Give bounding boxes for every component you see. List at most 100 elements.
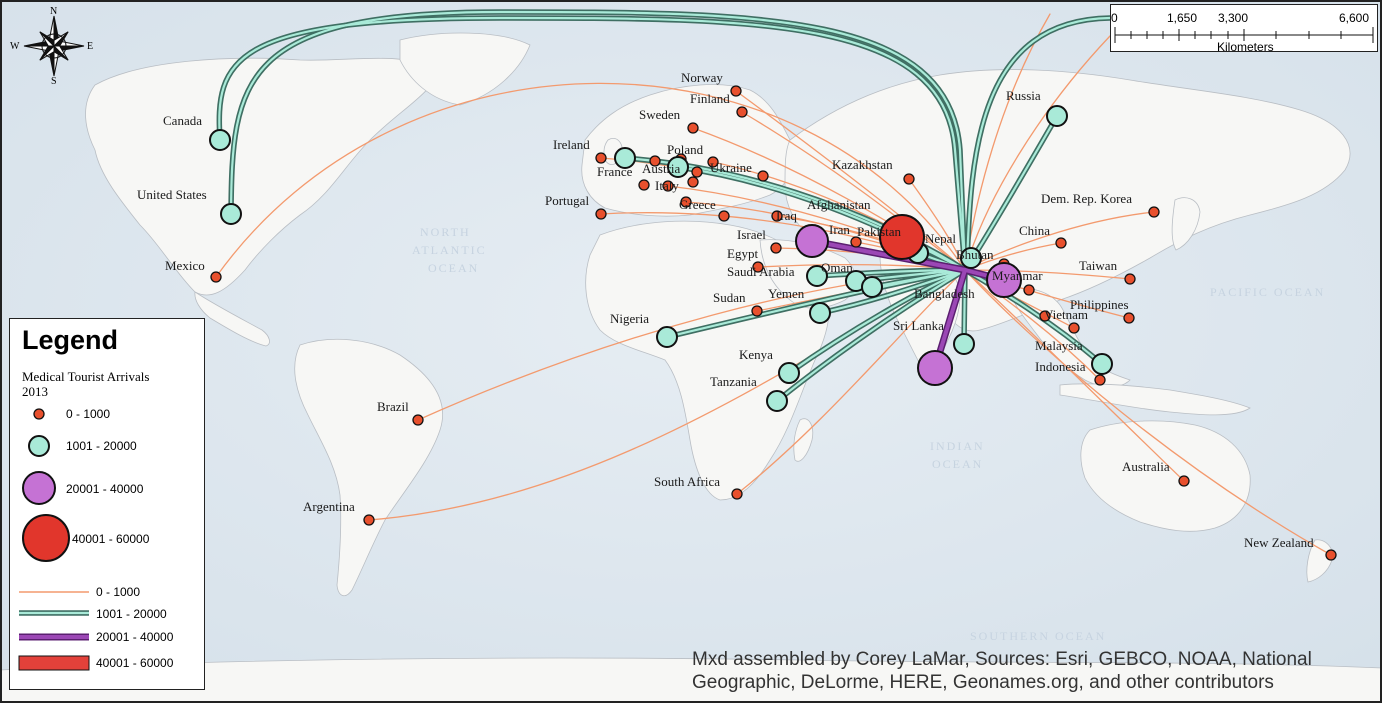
label-vietnam: Vietnam <box>1044 307 1088 322</box>
legend: Legend Medical Tourist Arrivals 2013 0 -… <box>9 318 205 690</box>
compass-n: N <box>50 6 57 17</box>
points-class-3 <box>879 214 925 260</box>
scale-tick-2: 3,300 <box>1218 11 1248 25</box>
point-bangladesh <box>879 214 925 260</box>
label-oman: Oman <box>821 260 853 275</box>
ocean-label-southern: SOUTHERN OCEAN <box>970 629 1106 643</box>
point-iran <box>795 224 829 258</box>
label-bhutan: Bhutan <box>956 247 994 262</box>
legend-title: Legend <box>22 325 119 355</box>
label-iran: Iran <box>829 222 850 237</box>
legend-line-class-0-label: 0 - 1000 <box>96 585 141 599</box>
point-mexico <box>210 271 222 283</box>
central-america-shape <box>194 291 270 347</box>
label-canada: Canada <box>163 113 202 128</box>
points-class-0 <box>210 85 1337 561</box>
point-united-states <box>220 203 242 225</box>
label-malaysia: Malaysia <box>1035 338 1083 353</box>
legend-point-class-2-label: 20001 - 40000 <box>66 482 144 496</box>
country-labels: Canada United States Mexico Brazil Argen… <box>137 70 1314 550</box>
label-new-zealand: New Zealand <box>1244 535 1314 550</box>
point-misc-asia-1 <box>1039 310 1051 322</box>
flow-mexico <box>215 82 966 278</box>
point-tanzania <box>766 390 788 412</box>
point-misc-eu-1 <box>649 155 661 167</box>
point-argentina <box>363 514 375 526</box>
country-points <box>209 85 1337 561</box>
label-greece: Greece <box>679 197 716 212</box>
label-ukraine: Ukraine <box>710 160 752 175</box>
point-misc-eu-4 <box>638 179 650 191</box>
legend-point-class-3-label: 40001 - 60000 <box>72 532 150 546</box>
point-sweden <box>687 122 699 134</box>
flow-extra-2 <box>964 35 1111 271</box>
label-sudan: Sudan <box>713 290 746 305</box>
label-china: China <box>1019 223 1050 238</box>
greenland-shape <box>399 32 531 106</box>
point-australia <box>1178 475 1190 487</box>
label-philippines: Philippines <box>1070 297 1129 312</box>
point-misc-eu-2 <box>691 166 703 178</box>
label-ireland: Ireland <box>553 137 590 152</box>
flow-norway <box>735 90 966 271</box>
legend-point-class-0-label: 0 - 1000 <box>66 407 111 421</box>
label-russia: Russia <box>1006 88 1041 103</box>
point-israel <box>770 242 782 254</box>
ocean-label-atlantic-ocean: OCEAN <box>428 261 479 275</box>
label-france: France <box>597 164 633 179</box>
ocean-label-indian: INDIAN <box>930 439 985 453</box>
point-china <box>1055 237 1067 249</box>
point-new-zealand <box>1325 549 1337 561</box>
legend-subtitle-line2: 2013 <box>22 384 48 399</box>
point-russia <box>1046 105 1068 127</box>
label-indonesia: Indonesia <box>1035 359 1086 374</box>
point-saudi-arabia <box>806 265 828 287</box>
label-austria: Austria <box>642 161 681 176</box>
label-sri-lanka: Sri Lanka <box>893 318 944 333</box>
indonesia-shape <box>1059 383 1251 416</box>
point-canada <box>209 129 231 151</box>
point-kenya <box>778 362 800 384</box>
label-myanmar: Myanmar <box>992 268 1043 283</box>
point-italy <box>662 180 674 192</box>
madagascar-shape <box>793 418 814 462</box>
flow-finland <box>741 111 966 271</box>
legend-subtitle: Medical Tourist Arrivals 2013 <box>22 369 202 399</box>
point-indonesia <box>1094 374 1106 386</box>
label-italy: Italy <box>655 178 679 193</box>
legend-line-class-1-label: 1001 - 20000 <box>96 607 167 621</box>
australia-shape <box>1080 420 1251 532</box>
compass-s: S <box>51 76 57 84</box>
compass-e: E <box>87 41 93 52</box>
legend-line-class-2-label: 20001 - 40000 <box>96 630 174 644</box>
label-israel: Israel <box>737 227 766 242</box>
label-sweden: Sweden <box>639 107 681 122</box>
point-egypt <box>752 261 764 273</box>
label-brazil: Brazil <box>377 399 409 414</box>
point-sri-lanka <box>953 333 975 355</box>
point-yemen <box>809 302 831 324</box>
scale-bar-ruler <box>1114 27 1374 43</box>
label-argentina: Argentina <box>303 499 355 514</box>
legend-subtitle-line1: Medical Tourist Arrivals <box>22 369 150 384</box>
legend-symbols <box>18 408 90 671</box>
credits-line2: Geographic, DeLorme, HERE, Geonames.org,… <box>692 672 1274 693</box>
point-ireland <box>595 152 607 164</box>
label-norway: Norway <box>681 70 723 85</box>
point-finland <box>736 106 748 118</box>
flow-new-zealand <box>964 269 1332 556</box>
south-america-shape <box>294 338 443 597</box>
label-egypt: Egypt <box>727 246 758 261</box>
point-vietnam <box>1068 322 1080 334</box>
point-brazil <box>412 414 424 426</box>
legend-line-class-3-icon <box>18 655 90 671</box>
legend-point-class-2-icon <box>22 471 56 505</box>
legend-point-class-1-icon <box>28 435 50 457</box>
ocean-label-pacific: PACIFIC OCEAN <box>1210 285 1325 299</box>
antarctica-shape <box>0 657 1382 703</box>
point-maldives <box>917 350 953 386</box>
label-kazakhstan: Kazakhstan <box>832 157 893 172</box>
scale-bar: 0 1,650 3,300 6,600 Kilometers <box>1110 4 1378 54</box>
